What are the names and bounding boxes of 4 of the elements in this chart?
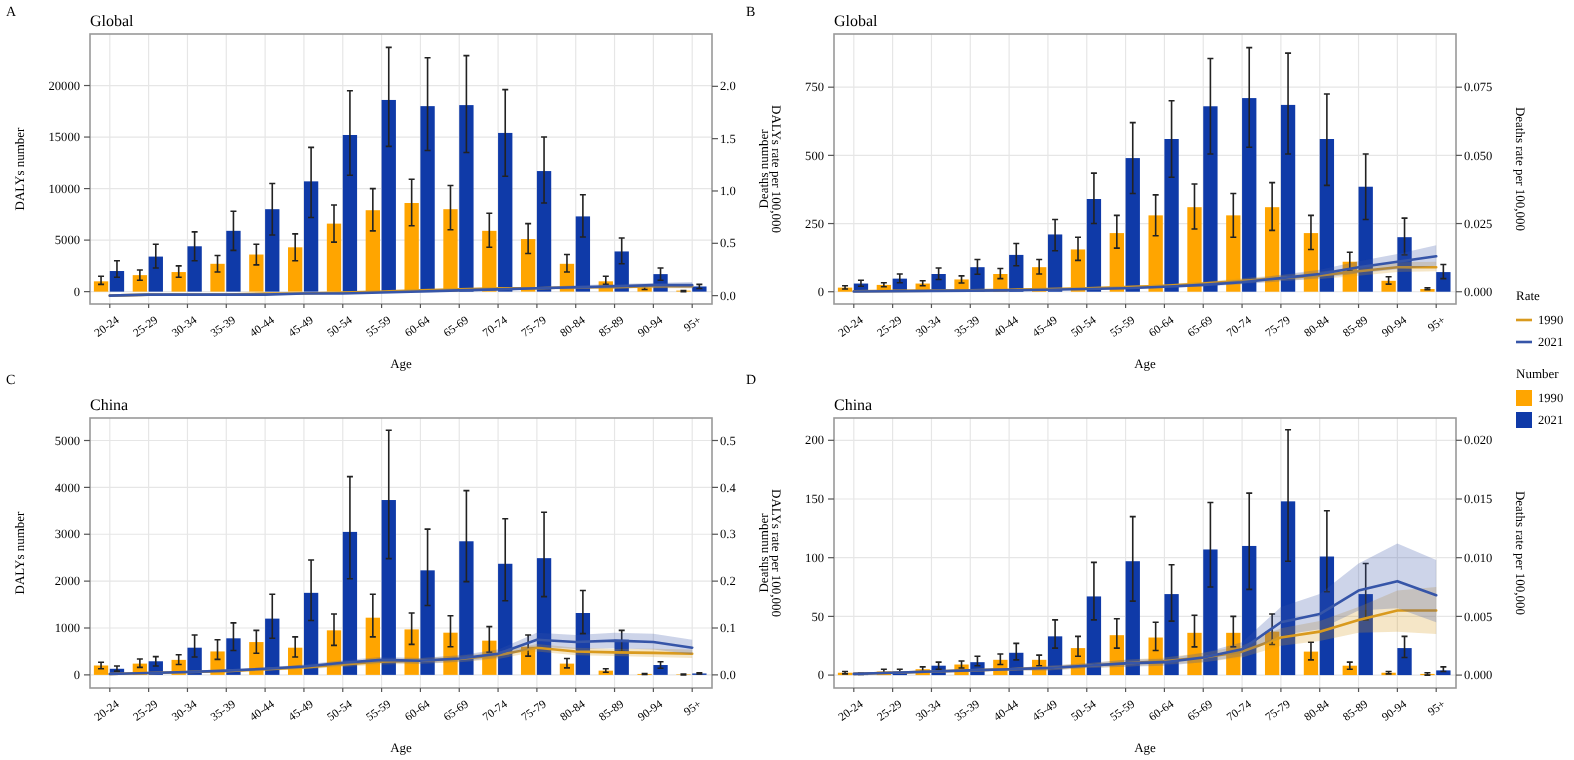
chart-title: China bbox=[834, 396, 874, 414]
chart-title: Global bbox=[90, 12, 136, 30]
chart-title: China bbox=[90, 396, 130, 414]
chart-title: Global bbox=[834, 12, 880, 30]
